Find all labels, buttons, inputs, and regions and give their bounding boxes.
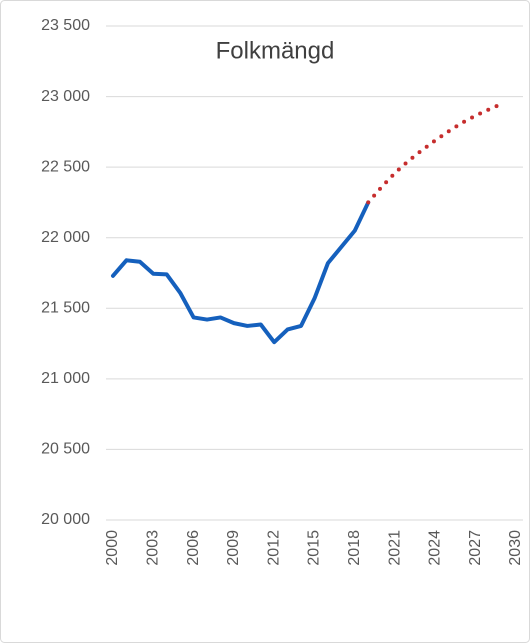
- y-tick-label: 20 500: [41, 441, 90, 458]
- x-tick-label: 2021: [386, 530, 403, 566]
- x-tick-label: 2027: [467, 530, 484, 566]
- x-tick-label: 2003: [145, 530, 162, 566]
- x-tick-label: 2018: [346, 530, 363, 566]
- y-tick-label: 21 000: [41, 370, 90, 387]
- x-tick-label: 2000: [104, 530, 121, 566]
- y-tick-label: 21 500: [41, 300, 90, 317]
- x-tick-label: 2030: [507, 530, 524, 566]
- y-tick-label: 22 000: [41, 229, 90, 246]
- x-tick-label: 2015: [306, 530, 323, 566]
- x-tick-label: 2012: [265, 530, 282, 566]
- y-tick-label: 23 500: [41, 17, 90, 34]
- y-tick-label: 23 000: [41, 88, 90, 105]
- data-line: [111, 200, 371, 345]
- y-tick-label: 20 000: [41, 511, 90, 528]
- y-tick-label: 22 500: [41, 158, 90, 175]
- x-tick-label: 2006: [185, 530, 202, 566]
- chart-title: Folkmängd: [216, 37, 335, 64]
- data-line: [366, 101, 505, 205]
- x-tick-label: 2024: [427, 530, 444, 566]
- x-tick-label: 2009: [225, 530, 242, 566]
